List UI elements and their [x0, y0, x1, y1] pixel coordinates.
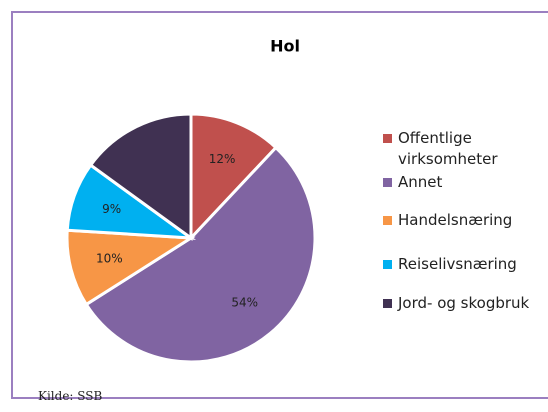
pie-slice: [84, 145, 317, 364]
legend-item: Handelsnæring: [383, 210, 543, 231]
legend-label: Jord- og skogbruk: [398, 294, 530, 312]
data-label: 54%: [231, 295, 258, 309]
legend-item: Jord- og skogbruk: [383, 293, 543, 314]
legend-swatch: [383, 134, 392, 143]
legend-label: Reiselivsnæring: [398, 255, 517, 273]
legend-item: Annet: [383, 172, 543, 193]
chart-title: Hol: [270, 37, 300, 56]
source: Kilde: SSB: [38, 389, 103, 403]
data-label: 12%: [209, 152, 236, 166]
legend-swatch: [383, 299, 392, 308]
pie-slice: [65, 228, 196, 307]
legend-swatch: [383, 216, 392, 225]
pie-slice: [189, 112, 279, 242]
pie-slice: [88, 112, 193, 241]
legend-item: Offentlige virksomheter: [383, 128, 543, 170]
legend-item: Reiselivsnæring: [383, 254, 543, 275]
legend-swatch: [383, 178, 392, 187]
legend-swatch: [383, 260, 392, 269]
legend-label: Handelsnæring: [398, 211, 513, 229]
legend-label: Offentlige virksomheter: [398, 129, 498, 168]
data-label: 9%: [102, 202, 121, 216]
legend-label: Annet: [398, 173, 443, 191]
data-label: 10%: [96, 251, 123, 265]
chart-frame: [11, 11, 548, 399]
